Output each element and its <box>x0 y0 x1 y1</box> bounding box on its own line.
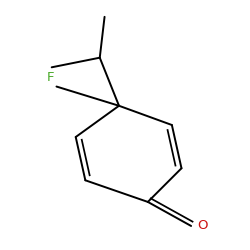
Text: F: F <box>46 71 54 84</box>
Text: O: O <box>197 220 207 232</box>
